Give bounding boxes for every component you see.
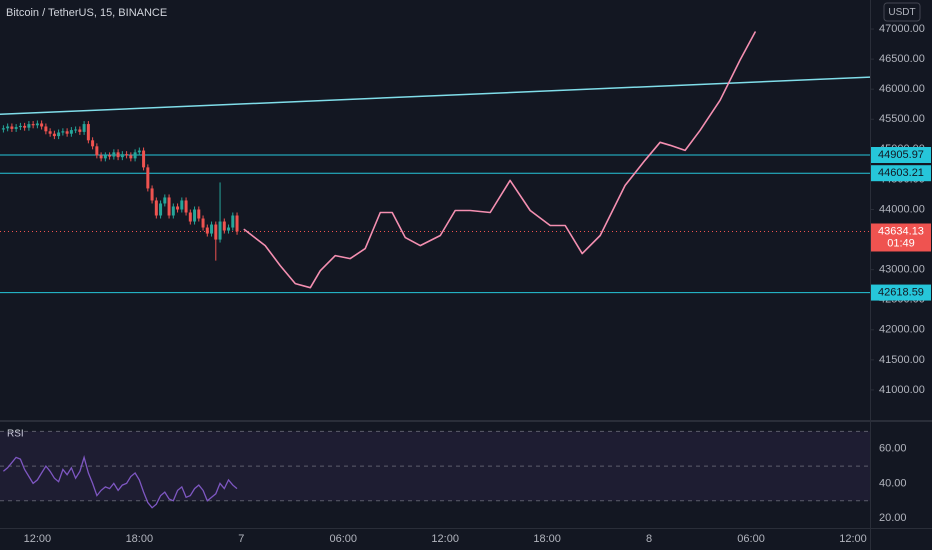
candle-body bbox=[201, 218, 205, 228]
y-tick-label: 46500.00 bbox=[879, 53, 925, 65]
candle-body bbox=[74, 129, 78, 131]
candle-body bbox=[6, 126, 10, 129]
candle-body bbox=[44, 126, 48, 132]
price-tag-label: 43634.13 bbox=[878, 225, 924, 237]
candle-body bbox=[116, 152, 120, 158]
candle-body bbox=[146, 167, 150, 189]
candle-body bbox=[14, 127, 18, 129]
candle-body bbox=[27, 124, 31, 128]
candle-body bbox=[129, 155, 133, 159]
candle-body bbox=[82, 124, 86, 132]
x-tick-label: 06:00 bbox=[329, 533, 357, 545]
candle-body bbox=[52, 133, 56, 137]
x-tick-label: 8 bbox=[646, 533, 652, 545]
candle-body bbox=[86, 124, 90, 141]
candle-body bbox=[99, 155, 103, 159]
y-tick-label: 45500.00 bbox=[879, 113, 925, 125]
candle-body bbox=[18, 125, 22, 128]
currency-box[interactable] bbox=[883, 2, 921, 22]
trendline bbox=[0, 76, 871, 116]
candle-body bbox=[188, 212, 192, 222]
x-tick-label: 18:00 bbox=[126, 533, 154, 545]
candle-body bbox=[167, 197, 171, 216]
y-tick-label: 40.00 bbox=[879, 477, 907, 489]
chart-title: Bitcoin / TetherUS, 15, BINANCE bbox=[6, 7, 167, 19]
x-tick-label: 7 bbox=[238, 533, 244, 545]
candle-body bbox=[176, 206, 180, 210]
candle-body bbox=[31, 124, 35, 126]
x-tick-label: 12:00 bbox=[839, 533, 867, 545]
candle-body bbox=[227, 227, 231, 231]
candle-body bbox=[95, 146, 99, 156]
candle-body bbox=[193, 209, 197, 222]
level-tag bbox=[871, 146, 931, 163]
candle-body bbox=[180, 200, 184, 210]
candle-body bbox=[35, 123, 39, 126]
candle-body bbox=[23, 125, 27, 128]
candle-body bbox=[61, 131, 65, 133]
y-tick-label: 60.00 bbox=[879, 443, 907, 455]
candle-body bbox=[222, 221, 226, 231]
candle-body bbox=[103, 155, 107, 159]
candle-body bbox=[112, 152, 116, 157]
candle-body bbox=[137, 150, 141, 153]
y-tick-label: 43000.00 bbox=[879, 264, 925, 276]
candle-body bbox=[163, 197, 167, 204]
candle-body bbox=[197, 209, 201, 219]
candle-body bbox=[159, 203, 163, 216]
level-tag-label: 44603.21 bbox=[878, 167, 924, 179]
rsi-line bbox=[2, 455, 238, 509]
y-tick-label: 47000.00 bbox=[879, 23, 925, 35]
x-tick-label: 18:00 bbox=[533, 533, 561, 545]
candle-body bbox=[142, 150, 146, 168]
candle-body bbox=[69, 130, 73, 134]
candle-body bbox=[91, 140, 95, 147]
candle-body bbox=[205, 227, 209, 234]
projection-line bbox=[243, 31, 756, 289]
x-tick-label: 12:00 bbox=[431, 533, 459, 545]
currency-label[interactable]: USDT bbox=[888, 7, 915, 18]
candle-body bbox=[48, 131, 52, 134]
candle-body bbox=[78, 129, 82, 132]
candle-body bbox=[184, 200, 188, 213]
x-tick-label: 06:00 bbox=[737, 533, 765, 545]
candle-body bbox=[108, 155, 112, 157]
candle-body bbox=[1, 128, 5, 130]
candle-body bbox=[171, 206, 175, 216]
y-tick-label: 46000.00 bbox=[879, 83, 925, 95]
x-tick-label: 12:00 bbox=[24, 533, 52, 545]
candle-body bbox=[125, 154, 129, 156]
candle-body bbox=[133, 152, 137, 159]
candle-body bbox=[40, 123, 44, 127]
y-tick-label: 20.00 bbox=[879, 512, 907, 524]
y-tick-label: 41000.00 bbox=[879, 384, 925, 396]
candle-body bbox=[150, 188, 154, 201]
rsi-title: RSI bbox=[7, 429, 24, 440]
level-tag-label: 42618.59 bbox=[878, 286, 924, 298]
price-tag bbox=[871, 223, 931, 252]
level-tag bbox=[871, 165, 931, 182]
candle-body bbox=[210, 224, 214, 234]
y-tick-label: 42000.00 bbox=[879, 324, 925, 336]
candle-body bbox=[65, 131, 69, 134]
y-tick-label: 44000.00 bbox=[879, 203, 925, 215]
candle-body bbox=[214, 224, 218, 240]
y-tick-label: 41500.00 bbox=[879, 354, 925, 366]
candle-body bbox=[218, 221, 222, 240]
candle-body bbox=[120, 154, 124, 158]
candle-body bbox=[235, 215, 239, 232]
countdown-label: 01:49 bbox=[887, 237, 915, 249]
level-tag bbox=[871, 284, 931, 301]
candle-body bbox=[57, 132, 61, 137]
candle-body bbox=[154, 200, 158, 216]
candle-body bbox=[231, 215, 235, 228]
level-tag-label: 44905.97 bbox=[878, 149, 924, 161]
candle-body bbox=[10, 126, 14, 129]
